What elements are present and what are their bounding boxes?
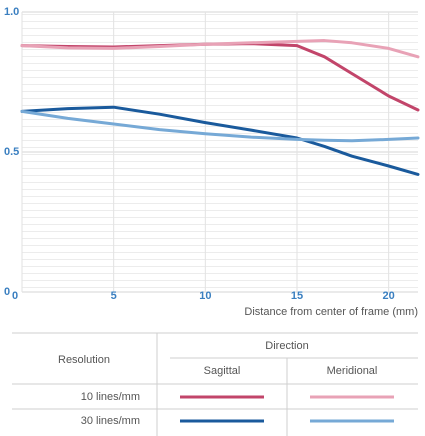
row-header: Resolution (58, 354, 110, 366)
column-label: Sagittal (204, 365, 241, 377)
x-tick-label: 0 (12, 290, 18, 302)
x-tick-label: 15 (291, 290, 303, 302)
y-tick-label: 0 (4, 286, 10, 298)
x-tick-label: 5 (111, 290, 117, 302)
series-line (20, 39, 420, 59)
legend-table: Direction Resolution (12, 332, 418, 436)
y-tick-label: 0.5 (4, 146, 19, 158)
y-tick-label: 1.0 (4, 6, 19, 18)
column-label: Meridional (327, 365, 378, 377)
row-label: 30 lines/mm (81, 415, 140, 427)
series-line (20, 105, 420, 176)
series-line (20, 109, 420, 143)
x-axis-label: Distance from center of frame (mm) (244, 306, 418, 318)
x-tick-label: 10 (199, 290, 211, 302)
row-label: 10 lines/mm (81, 391, 140, 403)
column-header: Direction (265, 340, 308, 352)
x-tick-label: 20 (383, 290, 395, 302)
